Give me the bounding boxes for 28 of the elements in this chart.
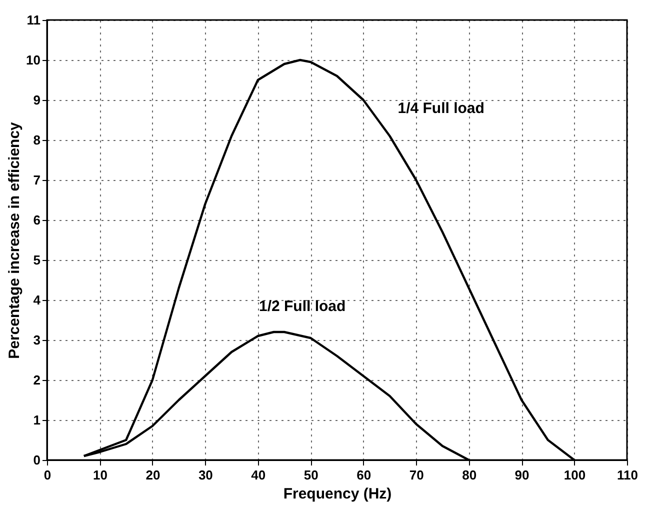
annotation: 1/4 Full load xyxy=(398,100,484,117)
x-axis-title: Frequency (Hz) xyxy=(283,486,392,502)
x-tick-label: 90 xyxy=(514,468,530,482)
y-tick-label: 9 xyxy=(33,92,40,108)
x-tick-label: 110 xyxy=(617,468,638,482)
y-tick-label: 6 xyxy=(33,212,40,228)
x-tick-label: 0 xyxy=(44,468,52,482)
y-axis-title: Percentage increase in efficiency xyxy=(6,121,24,359)
x-tick-label: 30 xyxy=(198,468,213,482)
y-tick-label: 8 xyxy=(33,132,40,148)
x-tick-label: 10 xyxy=(92,468,108,482)
x-tick-label: 70 xyxy=(409,468,424,482)
y-tick-label: 4 xyxy=(33,292,42,308)
x-tick-label: 50 xyxy=(304,468,318,482)
annotation: 1/2 Full load xyxy=(259,298,346,315)
x-tick-label: 80 xyxy=(462,468,477,482)
x-tick-label: 100 xyxy=(564,468,586,482)
y-tick-label: 7 xyxy=(33,172,40,188)
y-tick-label: 11 xyxy=(26,12,40,28)
y-tick-label: 1 xyxy=(33,412,40,428)
y-tick-label: 2 xyxy=(33,372,40,388)
x-tick-label: 40 xyxy=(251,468,266,482)
y-tick-label: 5 xyxy=(33,252,40,268)
x-tick-label: 60 xyxy=(356,468,372,482)
y-tick-label: 0 xyxy=(33,452,40,468)
y-tick-label: 3 xyxy=(33,332,40,348)
x-tick-label: 20 xyxy=(146,468,160,482)
y-tick-label: 10 xyxy=(26,52,40,68)
